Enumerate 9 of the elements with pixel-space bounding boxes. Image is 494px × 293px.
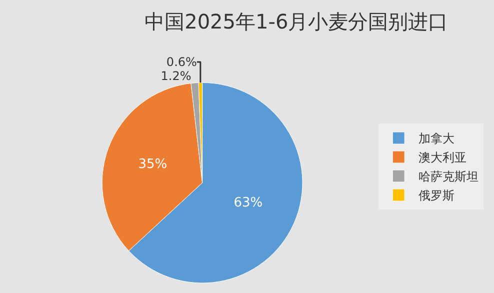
legend-label: 澳大利亚 (418, 150, 467, 165)
data-label: 0.6% (166, 54, 197, 69)
data-label: 35% (138, 156, 168, 172)
legend-label: 哈萨克斯坦 (418, 170, 479, 184)
chart-title: 中国2025年1-6月小麦分国别进口 (144, 10, 448, 34)
data-label: 1.2% (160, 68, 192, 83)
legend-label: 加拿大 (418, 132, 455, 146)
legend-label: 俄罗斯 (418, 188, 455, 203)
data-label: 63% (234, 195, 263, 210)
